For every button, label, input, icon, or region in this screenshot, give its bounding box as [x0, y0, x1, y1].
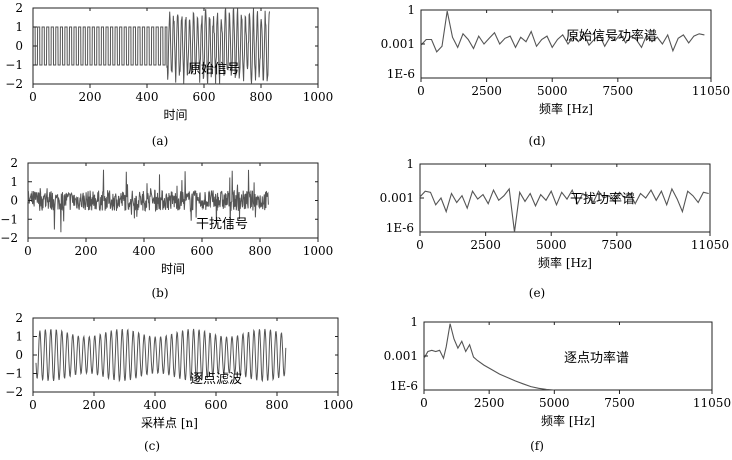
panel-caption-b: (b)	[151, 286, 168, 300]
panel-label-d: 原始信号功率谱	[566, 28, 657, 44]
series-line-b	[27, 169, 269, 233]
x-tick-label-f-1: 2500	[474, 396, 505, 410]
y-tick-label-b-3: 1	[10, 175, 18, 189]
x-tick-label-e-1: 2500	[470, 238, 501, 252]
x-tick-label-a-4: 800	[250, 90, 273, 104]
x-tick-label-e-3: 7500	[602, 238, 633, 252]
x-tick-label-a-5: 1000	[303, 90, 334, 104]
x-tick-label-b-3: 600	[191, 244, 214, 258]
y-tick-label-a-1: −1	[5, 58, 23, 72]
y-tick-label-c-2: 0	[15, 348, 23, 362]
x-tick-label-a-2: 400	[136, 90, 159, 104]
x-tick-label-f-0: 0	[420, 396, 428, 410]
panel-caption-d: (d)	[528, 134, 545, 148]
y-tick-label-f-0: 1	[410, 315, 418, 329]
y-tick-label-e-1: 0.001	[380, 191, 414, 205]
y-tick-label-e-0: 1	[406, 157, 414, 171]
panel-caption-c: (c)	[144, 439, 160, 453]
y-tick-label-a-2: 0	[15, 39, 23, 53]
series-line-e	[419, 187, 709, 233]
x-tick-label-b-2: 400	[133, 244, 156, 258]
x-tick-label-d-2: 5000	[537, 84, 568, 98]
y-tick-label-b-2: 0	[10, 194, 18, 208]
x-tick-label-c-5: 1000	[323, 398, 354, 412]
y-tick-label-f-1: 0.001	[384, 349, 418, 363]
y-tick-label-e-2: 1E-6	[386, 221, 414, 235]
x-tick-label-c-1: 200	[83, 398, 106, 412]
x-tick-label-f-2: 5000	[539, 396, 570, 410]
x-tick-label-c-3: 600	[205, 398, 228, 412]
y-tick-label-a-4: 2	[15, 1, 23, 15]
series-line-c	[35, 328, 287, 383]
x-axis-title-c: 采样点 [n]	[141, 415, 198, 430]
x-tick-label-d-0: 0	[417, 84, 425, 98]
x-tick-label-b-1: 200	[75, 244, 98, 258]
plot-frame-c	[32, 317, 339, 393]
panel-label-c: 逐点滤波	[190, 372, 242, 387]
y-tick-label-f-2: 1E-6	[390, 379, 418, 393]
x-tick-label-e-2: 5000	[536, 238, 567, 252]
series-line-d	[420, 10, 705, 53]
y-tick-label-a-3: 1	[15, 20, 23, 34]
x-tick-label-e-0: 0	[416, 238, 424, 252]
x-tick-label-c-0: 0	[29, 398, 37, 412]
x-axis-title-e: 频率 [Hz]	[538, 255, 592, 270]
x-tick-label-d-4: 11050	[692, 84, 730, 98]
x-tick-label-c-2: 400	[144, 398, 167, 412]
x-tick-label-d-1: 2500	[471, 84, 502, 98]
series-line-f	[423, 323, 555, 391]
plot-frame-d	[420, 9, 712, 79]
panel-label-b: 干扰信号	[196, 217, 248, 232]
x-axis-title-b: 时间	[161, 262, 185, 276]
x-tick-label-b-4: 800	[249, 244, 272, 258]
x-axis-title-d: 频率 [Hz]	[539, 101, 593, 116]
x-tick-label-b-5: 1000	[303, 244, 334, 258]
x-tick-label-f-3: 7500	[604, 396, 635, 410]
x-axis-title-a: 时间	[163, 108, 187, 122]
y-tick-label-b-4: 2	[10, 156, 18, 170]
panel-caption-e: (e)	[529, 286, 545, 300]
panel-label-f: 逐点功率谱	[564, 350, 629, 366]
x-axis-title-f: 频率 [Hz]	[541, 413, 595, 428]
y-tick-label-a-0: −2	[5, 77, 23, 91]
panel-label-a: 原始信号	[188, 62, 240, 77]
y-tick-label-d-1: 0.001	[381, 37, 415, 51]
y-tick-label-d-2: 1E-6	[387, 67, 415, 81]
y-tick-label-b-1: −1	[0, 212, 18, 226]
y-tick-label-d-0: 1	[407, 3, 415, 17]
x-tick-label-b-0: 0	[24, 244, 32, 258]
x-tick-label-f-4: 11050	[693, 396, 731, 410]
x-tick-label-d-3: 7500	[603, 84, 634, 98]
y-tick-label-c-3: 1	[15, 330, 23, 344]
y-tick-label-c-0: −2	[5, 385, 23, 399]
y-tick-label-b-0: −2	[0, 231, 18, 245]
y-tick-label-c-1: −1	[5, 367, 23, 381]
y-tick-label-c-4: 2	[15, 311, 23, 325]
panel-label-e: 干扰功率谱	[570, 191, 635, 207]
x-tick-label-a-3: 600	[193, 90, 216, 104]
panel-caption-a: (a)	[152, 134, 169, 148]
x-tick-label-c-4: 800	[266, 398, 289, 412]
panel-caption-f: (f)	[530, 439, 544, 453]
x-tick-label-e-4: 11050	[691, 238, 729, 252]
series-line-a	[33, 7, 270, 85]
x-tick-label-a-1: 200	[79, 90, 102, 104]
x-tick-label-a-0: 0	[29, 90, 37, 104]
